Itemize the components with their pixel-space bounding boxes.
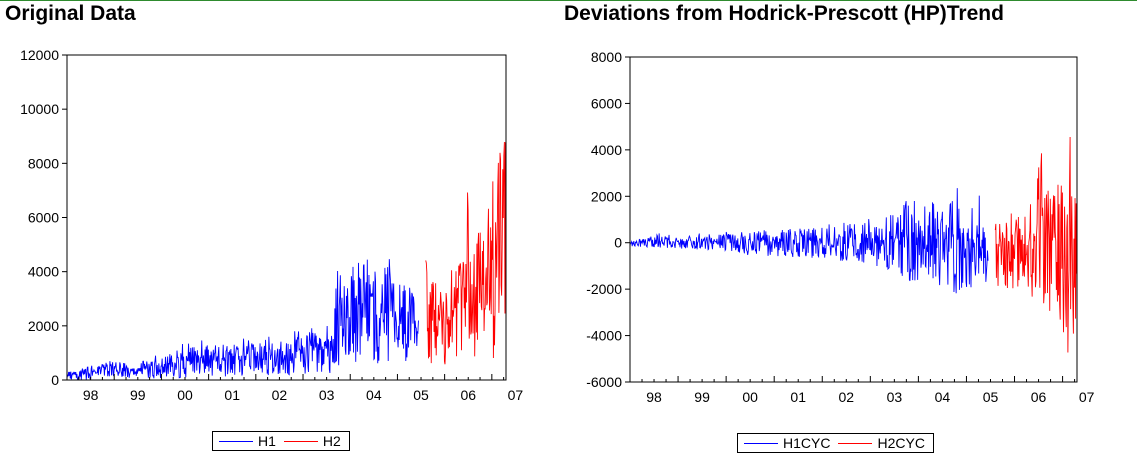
- x-tick-label: 98: [646, 389, 662, 405]
- x-tick-label: 03: [319, 387, 335, 403]
- y-tick-label: 2000: [591, 188, 622, 204]
- x-tick-label: 99: [694, 389, 710, 405]
- legend-label-h2cyc: H2CYC: [877, 435, 925, 451]
- y-tick-label: 8000: [28, 155, 59, 171]
- x-tick-label: 01: [224, 387, 240, 403]
- legend-item-h1: H1: [219, 433, 276, 449]
- y-tick-label: 2000: [28, 318, 59, 334]
- x-tick-label: 06: [460, 387, 476, 403]
- legend-label-h1cyc: H1CYC: [783, 435, 831, 451]
- legend-label-h1: H1: [258, 433, 276, 449]
- series-h2-line: [425, 141, 506, 365]
- left-legend: H1 H2: [212, 431, 350, 451]
- legend-swatch-h2: [283, 440, 318, 442]
- x-tick-label: 04: [935, 389, 951, 405]
- x-tick-label: 01: [790, 389, 806, 405]
- y-tick-label: 12000: [20, 47, 59, 63]
- y-tick-label: 10000: [20, 101, 59, 117]
- y-tick-label: 0: [614, 235, 622, 251]
- y-tick-label: -2000: [586, 281, 622, 297]
- legend-swatch-h1: [219, 440, 253, 442]
- x-tick-label: 00: [177, 387, 193, 403]
- legend-item-h2: H2: [283, 433, 341, 449]
- legend-item-h1cyc: H1CYC: [744, 435, 830, 451]
- chart-0: 0 2000 4000 6000 8000 10000 12000 98 99 00 01 02 03 0…: [20, 47, 523, 403]
- legend-swatch-h1cyc: [744, 442, 778, 444]
- x-tick-label: 07: [1079, 389, 1095, 405]
- legend-label-h2: H2: [322, 433, 341, 449]
- y-tick-label: 4000: [591, 142, 622, 158]
- chart-1: -6000 -4000 -2000 0 2000 4000 6000 8000 98 99 00 01…: [586, 49, 1094, 405]
- series-h1cyc-line: [629, 188, 989, 294]
- series-h1-line: [66, 259, 419, 380]
- y-tick-label: 6000: [591, 95, 622, 111]
- y-tick-label: 8000: [591, 49, 622, 65]
- y-tick-label: 0: [51, 372, 59, 388]
- right-chart-title: Deviations from Hodrick-Prescott (HP)Tre…: [564, 2, 1004, 25]
- right-legend: H1CYC H2CYC: [737, 433, 934, 453]
- x-tick-label: 99: [130, 387, 146, 403]
- x-tick-label: 07: [508, 387, 524, 403]
- series-h2cyc-line: [994, 137, 1078, 353]
- x-tick-label: 02: [272, 387, 288, 403]
- left-chart-title: Original Data: [5, 2, 136, 25]
- x-tick-label: 04: [366, 387, 382, 403]
- legend-swatch-h2cyc: [838, 442, 873, 444]
- x-tick-label: 03: [887, 389, 903, 405]
- x-tick-label: 00: [742, 389, 758, 405]
- x-tick-label: 98: [83, 387, 99, 403]
- y-tick-label: 6000: [28, 210, 59, 226]
- x-tick-label: 02: [839, 389, 855, 405]
- x-tick-label: 05: [983, 389, 999, 405]
- legend-item-h2cyc: H2CYC: [838, 435, 925, 451]
- y-tick-label: 4000: [28, 264, 59, 280]
- y-tick-label: -4000: [586, 328, 622, 344]
- plot-frame: [66, 54, 507, 381]
- x-tick-label: 06: [1031, 389, 1047, 405]
- x-tick-label: 05: [413, 387, 429, 403]
- y-tick-label: -6000: [586, 374, 622, 390]
- plot-frame: [629, 56, 1078, 383]
- top-border-line: [0, 0, 1137, 1]
